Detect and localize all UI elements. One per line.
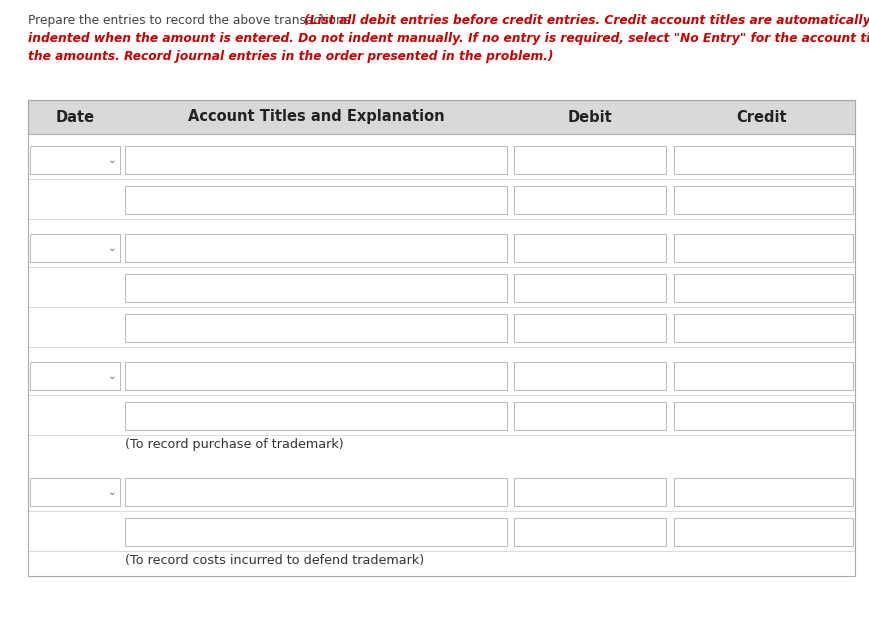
Bar [125, 314, 507, 342]
Bar [514, 186, 666, 214]
Bar [514, 314, 666, 342]
Text: (List all debit entries before credit entries. Credit account titles are automat: (List all debit entries before credit en… [303, 14, 869, 27]
Bar [30, 146, 120, 174]
Text: Debit: Debit [567, 110, 612, 125]
Bar [673, 478, 852, 506]
Bar [673, 402, 852, 430]
Bar [673, 186, 852, 214]
Bar [673, 362, 852, 390]
Text: ⌄: ⌄ [108, 243, 116, 253]
Bar [125, 362, 507, 390]
Bar [125, 234, 507, 262]
Bar [673, 274, 852, 302]
Text: ⌄: ⌄ [108, 155, 116, 165]
Bar [125, 478, 507, 506]
Text: (To record costs incurred to defend trademark): (To record costs incurred to defend trad… [125, 554, 424, 567]
Bar [514, 146, 666, 174]
Bar [514, 478, 666, 506]
Bar [125, 518, 507, 546]
Text: Prepare the entries to record the above transactions.: Prepare the entries to record the above … [28, 14, 357, 27]
Bar [30, 234, 120, 262]
Bar [514, 362, 666, 390]
Bar [28, 100, 854, 134]
Bar [125, 186, 507, 214]
Bar [514, 274, 666, 302]
Text: indented when the amount is entered. Do not indent manually. If no entry is requ: indented when the amount is entered. Do … [28, 32, 869, 45]
Bar [673, 234, 852, 262]
Bar [673, 314, 852, 342]
Text: (To record purchase of trademark): (To record purchase of trademark) [125, 438, 343, 451]
Bar [125, 274, 507, 302]
Bar [673, 518, 852, 546]
Bar [514, 402, 666, 430]
Text: Credit: Credit [736, 110, 786, 125]
Bar [28, 100, 854, 576]
Text: Date: Date [56, 110, 95, 125]
Text: ⌄: ⌄ [108, 487, 116, 497]
Bar [30, 362, 120, 390]
Bar [30, 478, 120, 506]
Bar [125, 402, 507, 430]
Bar [514, 234, 666, 262]
Bar [125, 146, 507, 174]
Bar [514, 518, 666, 546]
Text: Account Titles and Explanation: Account Titles and Explanation [188, 110, 444, 125]
Bar [673, 146, 852, 174]
Text: ⌄: ⌄ [108, 371, 116, 381]
Text: the amounts. Record journal entries in the order presented in the problem.): the amounts. Record journal entries in t… [28, 50, 553, 63]
